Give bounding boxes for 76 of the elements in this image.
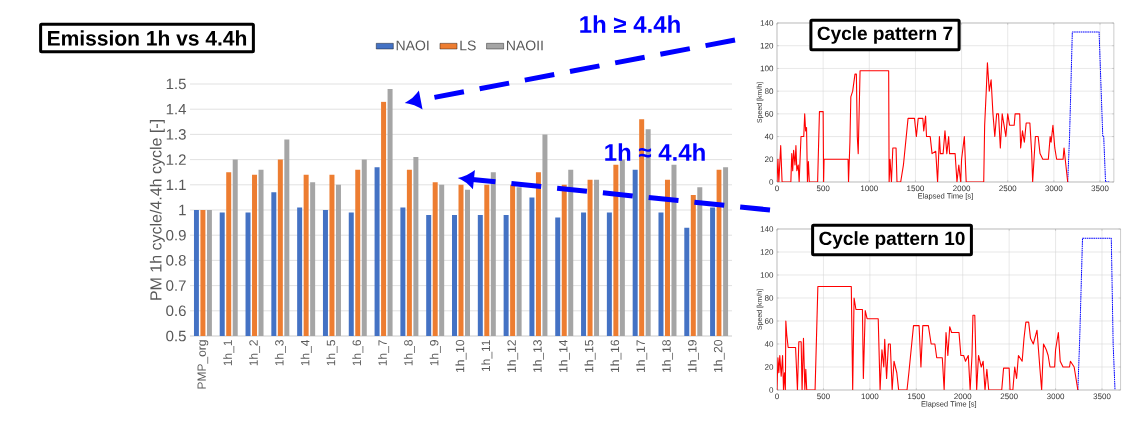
- x-tick-label: 1h_4: [300, 339, 312, 366]
- x-tick-label: 1000: [861, 393, 879, 400]
- x-tick-label: 2500: [1000, 393, 1018, 400]
- y-tick-label: 0.9: [166, 229, 186, 241]
- y-tick-label: 20: [764, 364, 774, 370]
- x-tick-label: 1h_5: [326, 340, 338, 366]
- y-tick-label: 60: [764, 111, 774, 117]
- x-tick-label: 1h_11: [481, 340, 493, 372]
- y-tick-label: 0.8: [166, 255, 186, 266]
- x-tick-label: 1h_14: [558, 339, 570, 372]
- x-tick-label: PMP_org: [197, 340, 209, 389]
- y-tick-label: 0.6: [166, 305, 186, 317]
- y-tick-label: 80: [764, 88, 774, 94]
- x-tick-label: 1h_16: [610, 340, 622, 372]
- x-tick-label: 2000: [954, 393, 972, 400]
- legend-label: NAOI: [396, 40, 429, 51]
- y-tick-label: 140: [760, 20, 774, 26]
- x-tick-label: 1h_7: [378, 340, 390, 366]
- x-tick-label: 1h_13: [532, 340, 544, 372]
- x-tick-label: 3000: [1045, 185, 1063, 192]
- y-tick-label: 1.3: [166, 129, 186, 140]
- x-tick-label: 1h_15: [584, 340, 596, 372]
- x-tick-label: 1h_8: [403, 340, 415, 366]
- y-tick-label: 1.4: [166, 104, 187, 115]
- x-tick-label: 1h_17: [636, 340, 648, 372]
- line-series: [777, 62, 1069, 182]
- x-tick-label: 500: [817, 393, 830, 400]
- x-tick-label: 1h_3: [274, 340, 286, 366]
- x-tick-label: 1h_19: [687, 340, 699, 372]
- y-tick-label: 120: [760, 42, 774, 49]
- y-tick-label: 1.2: [166, 154, 186, 165]
- y-tick-label: 0: [769, 179, 774, 185]
- x-tick-label: 1h_6: [352, 340, 364, 366]
- chart-title: Cycle pattern 7: [817, 26, 953, 44]
- x-tick-label: 1h_20: [713, 340, 725, 372]
- y-tick-label: 0: [769, 387, 774, 393]
- x-tick-label: 1h_2: [248, 340, 261, 366]
- x-tick-label: 0: [775, 393, 779, 400]
- x-tick-label: 2000: [953, 185, 971, 192]
- line-series: [777, 285, 1079, 390]
- legend-label: LS: [460, 40, 476, 51]
- text: 1h ≥ 4.4h: [580, 15, 680, 33]
- x-tick-label: 3500: [1091, 185, 1109, 192]
- y-tick-label: 40: [764, 341, 774, 347]
- y-tick-label: 1.5: [166, 78, 186, 90]
- x-tick-label: 1h_1: [223, 340, 235, 366]
- y-tick-label: 140: [760, 226, 774, 232]
- x-tick-label: 1h_10: [455, 340, 467, 372]
- y-tick-label: 1: [179, 204, 186, 216]
- x-tick-label: 500: [816, 185, 830, 192]
- y-tick-label: 1.1: [166, 179, 186, 190]
- y-tick-label: 80: [764, 295, 774, 301]
- x-tick-label: 1000: [861, 185, 878, 192]
- legend-label: NAOII: [506, 40, 543, 51]
- y-axis-title: PM 1h cycle/4.4h cycle [-]: [149, 120, 165, 300]
- y-tick-label: 40: [764, 133, 774, 140]
- y-tick-label: 20: [764, 156, 774, 163]
- y-tick-label: 0.7: [166, 280, 186, 291]
- x-tick-label: 1h_12: [507, 340, 519, 372]
- x-tick-label: 1h_18: [661, 340, 674, 372]
- x-tick-label: 3000: [1046, 393, 1065, 400]
- chart-title: Cycle pattern 10: [819, 231, 965, 249]
- x-tick-label: 1500: [907, 185, 925, 192]
- x-tick-label: 3500: [1093, 393, 1111, 400]
- y-tick-label: 0.5: [166, 330, 186, 342]
- y-tick-label: 100: [760, 272, 774, 278]
- annotation: 1h ≈ 4.4h: [605, 143, 705, 161]
- y-tick-label: 60: [764, 318, 774, 324]
- chart-title: Emission 1h vs 4.4h: [48, 30, 247, 46]
- line-series: [1077, 237, 1116, 390]
- y-tick-label: 100: [760, 65, 774, 72]
- x-tick-label: 0: [775, 185, 779, 192]
- y-tick-label: 120: [760, 249, 774, 255]
- x-tick-label: 1500: [908, 393, 925, 400]
- x-tick-label: 1h_9: [429, 340, 441, 366]
- x-tick-label: 2500: [999, 185, 1017, 192]
